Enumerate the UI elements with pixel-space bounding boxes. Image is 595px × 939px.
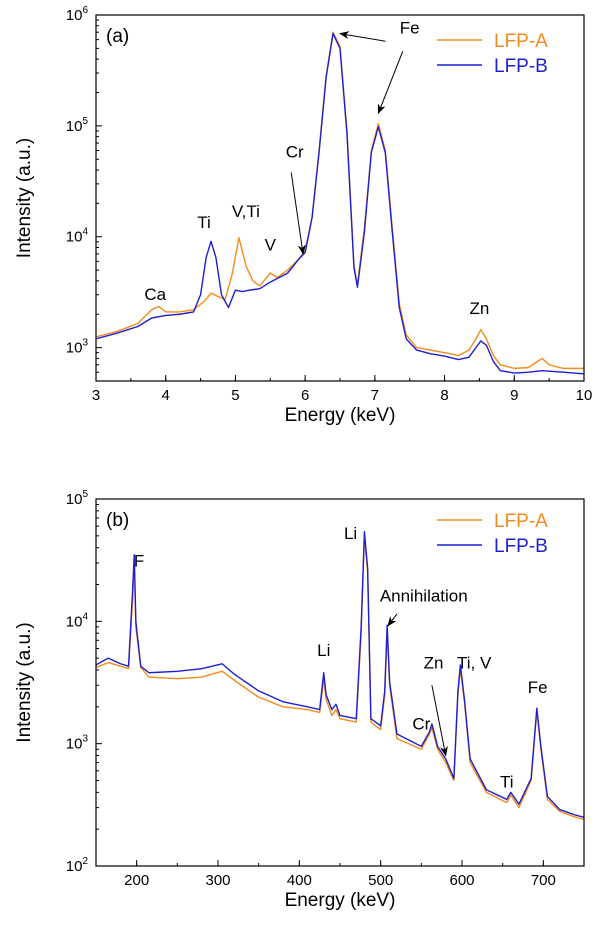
series-line-lfp-a: [95, 535, 585, 821]
annotation-arrow: [387, 613, 398, 627]
peak-annotation: Fe: [400, 19, 420, 38]
series-line-lfp-a: [95, 31, 584, 370]
x-tick-label: 3: [92, 387, 100, 404]
series-line-lfp-b: [95, 531, 585, 818]
x-tick-label: 9: [510, 387, 518, 404]
peak-annotation: Li: [344, 524, 357, 543]
x-tick-label: 400: [287, 872, 312, 889]
x-tick-label: 600: [449, 872, 474, 889]
peak-annotation: Ti: [197, 213, 211, 232]
legend-label-lfp-b: LFP-B: [494, 56, 548, 77]
y-tick-label: 105: [66, 489, 89, 508]
legend-label-lfp-a: LFP-A: [494, 31, 548, 52]
legend-label-lfp-b: LFP-B: [494, 536, 548, 557]
peak-annotation: V: [265, 236, 277, 255]
peak-annotation: Fe: [528, 678, 548, 697]
x-tick-label: 200: [124, 872, 149, 889]
series-line-lfp-b: [95, 32, 585, 375]
x-tick-label: 6: [301, 387, 309, 404]
peak-annotation: V,Ti: [232, 202, 260, 221]
x-tick-label: 10: [576, 387, 593, 404]
peak-annotation: Ca: [144, 285, 166, 304]
peak-annotation: Cr: [286, 142, 304, 161]
x-tick-label: 300: [205, 872, 230, 889]
y-tick-label: 103: [66, 338, 89, 357]
peak-annotation: Zn: [470, 299, 490, 318]
y-axis-label: Intensity (a.u.): [14, 622, 35, 742]
x-axis-label: Energy (keV): [285, 890, 396, 911]
peak-annotation: Li: [317, 641, 330, 660]
x-tick-label: 4: [162, 387, 170, 404]
x-tick-label: 8: [440, 387, 448, 404]
peak-annotation: Ti, V: [457, 654, 492, 673]
y-tick-label: 106: [66, 5, 89, 24]
peak-annotation: Ti: [500, 772, 514, 791]
annotation-arrow: [339, 31, 386, 42]
y-tick-label: 104: [66, 227, 89, 246]
panel-label: (b): [106, 510, 129, 531]
x-tick-label: 500: [368, 872, 393, 889]
chart-panel-a: 3 4 5 6 7 8 9 10 103 104 105 106 Energy (keV) Intensi…: [14, 5, 592, 426]
peak-annotation: Annihilation: [380, 587, 468, 606]
legend-label-lfp-a: LFP-A: [494, 511, 548, 532]
chart-panel-b: 200 300 400 500 600 700 102 103 104 105 Energy (ke…: [14, 489, 585, 911]
x-tick-label: 7: [371, 387, 379, 404]
annotation-arrow: [431, 685, 448, 757]
y-tick-label: 104: [66, 611, 89, 630]
x-tick-label: 700: [531, 872, 556, 889]
y-tick-label: 103: [66, 734, 89, 753]
y-axis-label: Intensity (a.u.): [14, 138, 35, 258]
peak-annotation: Zn: [424, 654, 444, 673]
y-tick-label: 105: [66, 116, 89, 135]
x-axis-label: Energy (keV): [285, 405, 396, 426]
y-tick-label: 102: [66, 856, 89, 875]
annotation-arrow: [290, 172, 306, 255]
annotation-arrow: [377, 51, 404, 115]
peak-annotation: Cr: [412, 715, 430, 734]
x-tick-label: 5: [231, 387, 239, 404]
panel-label: (a): [106, 26, 129, 47]
peak-annotation: F: [134, 552, 144, 571]
